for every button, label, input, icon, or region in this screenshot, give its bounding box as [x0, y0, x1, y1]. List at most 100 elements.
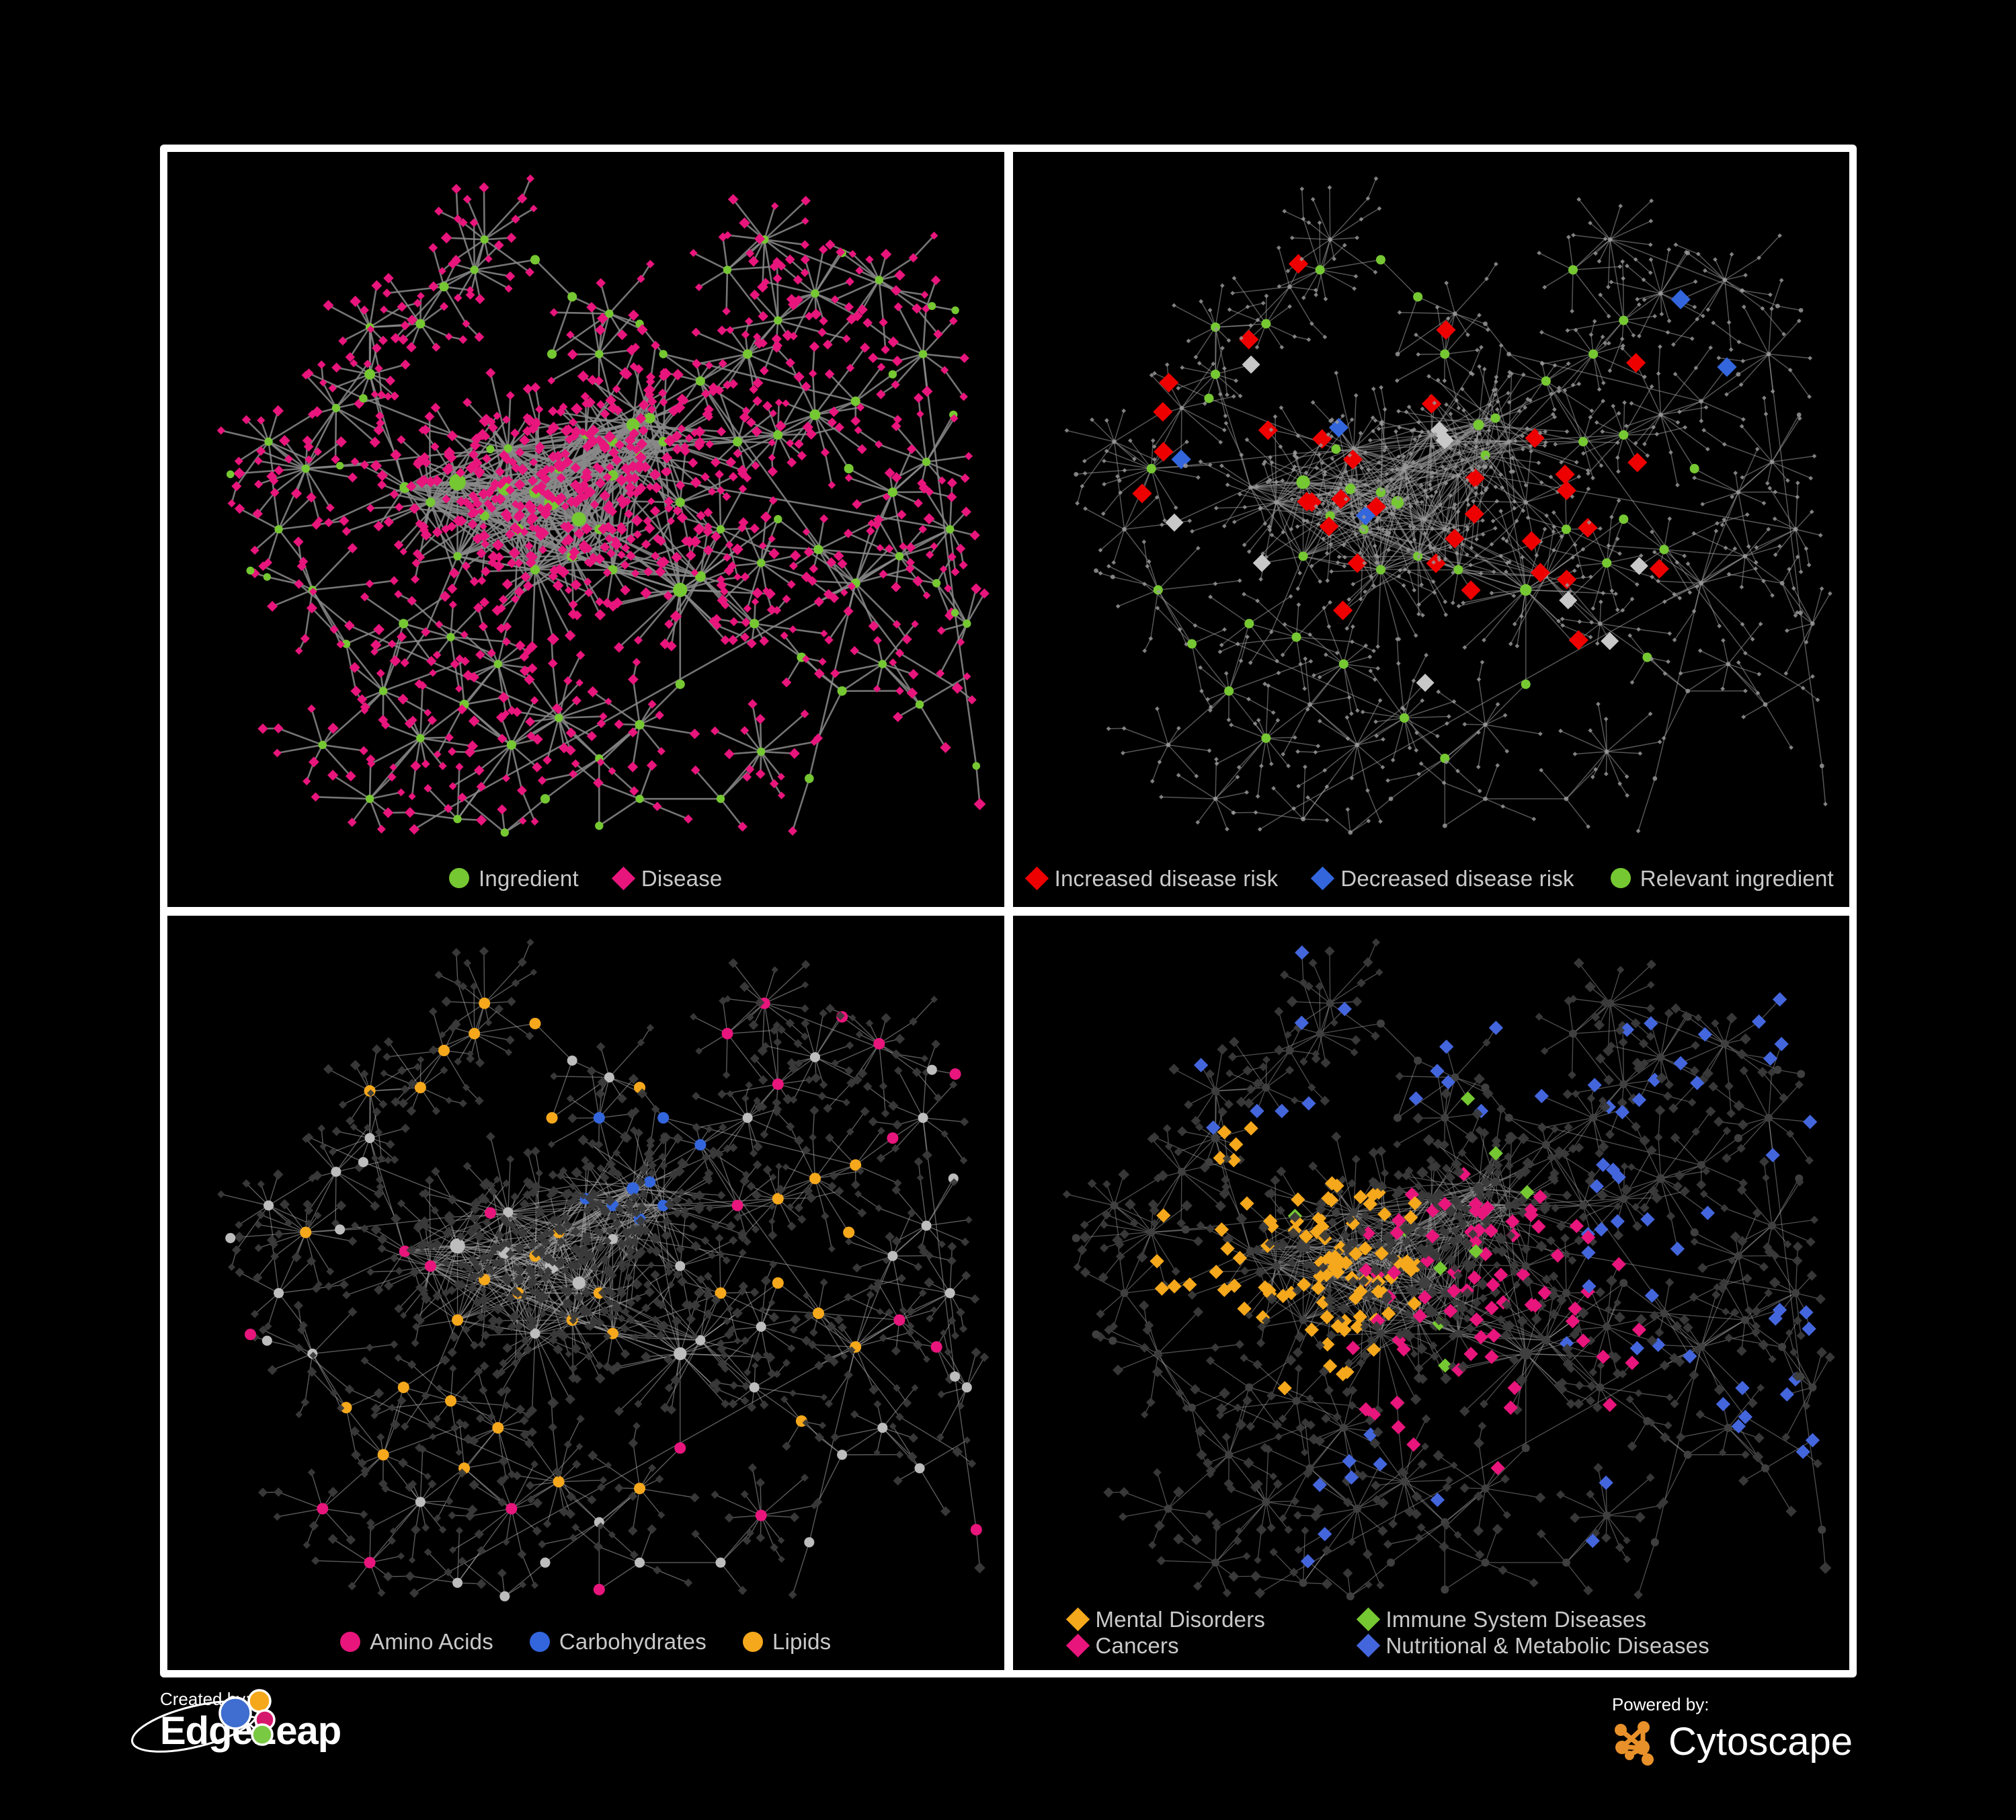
node-disease[interactable] — [936, 669, 945, 678]
node-disease[interactable] — [460, 630, 469, 639]
node-disease[interactable] — [1617, 264, 1622, 269]
node-disease[interactable] — [663, 434, 676, 447]
node-disease[interactable] — [1276, 245, 1281, 250]
node-disease[interactable] — [1538, 539, 1543, 544]
node-disease[interactable] — [742, 772, 752, 782]
node-disease[interactable] — [1326, 432, 1330, 437]
node-disease[interactable] — [973, 798, 986, 810]
node-disease[interactable] — [1514, 518, 1519, 524]
node-ingredient[interactable] — [1578, 436, 1588, 446]
node-disease[interactable] — [1388, 477, 1394, 481]
node-disease[interactable] — [485, 368, 496, 379]
node-ingredient[interactable] — [503, 444, 513, 453]
node-disease[interactable] — [1625, 353, 1646, 373]
node-disease[interactable] — [479, 597, 490, 608]
node-disease[interactable] — [508, 547, 521, 559]
node-disease[interactable] — [1519, 614, 1524, 619]
node-disease[interactable] — [1082, 506, 1088, 511]
node-ingredient[interactable] — [1354, 742, 1359, 748]
node-disease[interactable] — [670, 610, 682, 623]
node-disease[interactable] — [1435, 377, 1441, 383]
node-disease[interactable] — [419, 525, 430, 535]
node-disease[interactable] — [376, 824, 386, 834]
node-disease[interactable] — [393, 540, 404, 550]
node-disease[interactable] — [621, 543, 631, 553]
node-disease[interactable] — [1141, 648, 1147, 654]
node-ingredient[interactable] — [1178, 405, 1184, 411]
node-disease[interactable] — [1273, 479, 1279, 485]
node-disease[interactable] — [1267, 477, 1272, 483]
node-disease[interactable] — [803, 547, 814, 557]
node-disease[interactable] — [1500, 804, 1505, 809]
node-disease[interactable] — [584, 398, 594, 407]
node-disease[interactable] — [1453, 434, 1458, 440]
node-disease[interactable] — [410, 760, 421, 772]
node-disease[interactable] — [505, 529, 515, 539]
node-ingredient[interactable] — [1388, 796, 1393, 801]
node-disease[interactable] — [710, 726, 720, 736]
node-disease[interactable] — [629, 362, 638, 371]
node-disease[interactable] — [290, 487, 303, 500]
node-disease[interactable] — [304, 368, 314, 379]
node-disease[interactable] — [1570, 233, 1576, 238]
node-disease[interactable] — [1617, 551, 1622, 556]
node-disease[interactable] — [1197, 665, 1203, 670]
node-disease[interactable] — [1397, 568, 1402, 573]
node-disease[interactable] — [608, 766, 616, 775]
node-disease[interactable] — [1101, 481, 1106, 487]
node-disease[interactable] — [1580, 547, 1585, 552]
node-disease[interactable] — [476, 548, 487, 559]
node-disease[interactable] — [1598, 599, 1603, 604]
node-disease[interactable] — [846, 364, 855, 372]
node-disease[interactable] — [542, 488, 554, 501]
node-disease[interactable] — [1672, 637, 1677, 643]
node-ingredient[interactable] — [1213, 796, 1218, 801]
node-disease[interactable] — [1164, 362, 1170, 367]
node-disease[interactable] — [1435, 734, 1440, 739]
node-ingredient[interactable] — [1779, 581, 1785, 586]
node-disease[interactable] — [446, 583, 458, 594]
node-disease[interactable] — [1767, 292, 1773, 297]
node-disease[interactable] — [604, 697, 612, 705]
node-disease[interactable] — [527, 663, 538, 674]
node-disease[interactable] — [1260, 301, 1266, 306]
node-disease[interactable] — [1380, 737, 1385, 742]
node-disease[interactable] — [532, 762, 542, 773]
node-disease[interactable] — [421, 759, 430, 768]
node-disease[interactable] — [487, 422, 498, 433]
node-disease[interactable] — [600, 409, 610, 419]
node-disease[interactable] — [450, 659, 460, 669]
node-disease[interactable] — [1615, 469, 1621, 474]
node-disease[interactable] — [916, 409, 924, 418]
node-disease[interactable] — [1141, 539, 1146, 545]
node-disease[interactable] — [1305, 707, 1310, 712]
node-disease[interactable] — [429, 669, 437, 677]
node-disease[interactable] — [1693, 365, 1698, 370]
node-disease[interactable] — [1121, 726, 1127, 731]
node-disease[interactable] — [865, 255, 874, 264]
node-disease[interactable] — [647, 405, 657, 414]
node-disease[interactable] — [1703, 405, 1708, 410]
node-ingredient[interactable] — [1796, 412, 1802, 418]
node-disease[interactable] — [1791, 586, 1796, 591]
node-disease[interactable] — [1302, 764, 1307, 769]
node-disease[interactable] — [376, 668, 385, 678]
node-disease[interactable] — [1329, 417, 1334, 422]
node-disease[interactable] — [754, 338, 765, 349]
node-disease[interactable] — [294, 647, 303, 655]
node-disease[interactable] — [1310, 196, 1316, 202]
node-disease[interactable] — [1242, 355, 1260, 374]
node-disease[interactable] — [1446, 526, 1451, 532]
node-disease[interactable] — [1106, 563, 1111, 569]
node-disease[interactable] — [478, 530, 490, 543]
node-disease[interactable] — [892, 620, 901, 629]
node-disease[interactable] — [1818, 532, 1823, 538]
node-disease[interactable] — [1608, 280, 1613, 284]
node-disease[interactable] — [629, 786, 639, 796]
node-ingredient[interactable] — [486, 444, 495, 454]
node-disease[interactable] — [1504, 749, 1509, 754]
node-ingredient[interactable] — [644, 412, 655, 424]
node-disease[interactable] — [501, 709, 510, 718]
node-disease[interactable] — [578, 428, 588, 436]
node-disease[interactable] — [639, 461, 651, 473]
